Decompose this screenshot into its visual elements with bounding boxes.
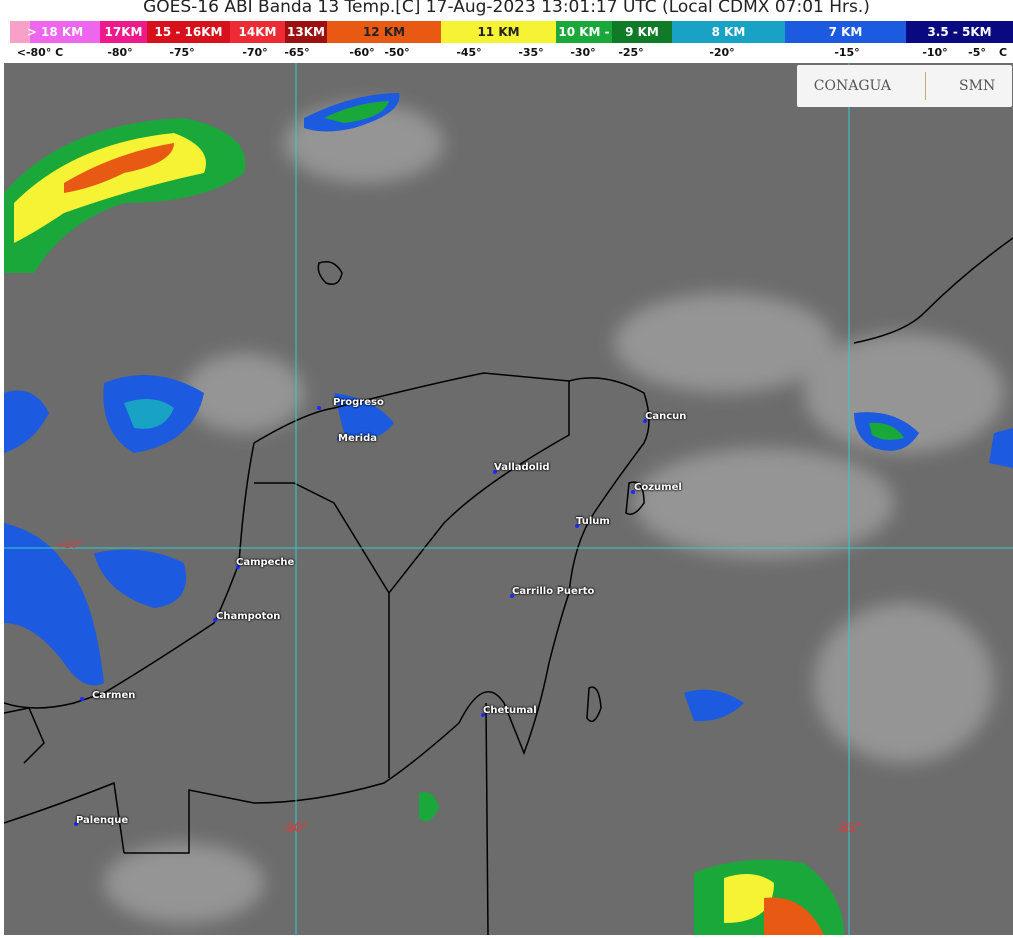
city-marker <box>643 419 647 423</box>
city-marker <box>510 594 514 598</box>
temp-label: -30° <box>570 46 596 59</box>
city-marker <box>337 437 341 441</box>
city-label-tulum: Tulum <box>576 516 610 527</box>
city-marker <box>74 822 78 826</box>
color-scale-legend: > 18 KM 17KM 15 - 16KM 14KM 13KM 12 KM 1… <box>10 21 1013 43</box>
city-marker <box>236 565 240 569</box>
legend-band: 17KM <box>100 21 147 43</box>
legend-band: 7 KM <box>785 21 906 43</box>
city-label-cozumel: Cozumel <box>634 482 682 493</box>
city-label-cancun: Cancun <box>645 411 687 422</box>
temp-label: -50° <box>384 46 410 59</box>
longitude-label: -85° <box>836 821 862 835</box>
temp-label: -80° <box>107 46 133 59</box>
temp-label: -20° <box>709 46 735 59</box>
legend-band: 8 KM <box>672 21 785 43</box>
legend-band: > 18 KM <box>10 21 100 43</box>
city-label-champoton: Champoton <box>216 611 281 622</box>
city-label-campeche: Campeche <box>236 557 295 568</box>
city-marker <box>80 697 84 701</box>
legend-band: 10 KM - <box>556 21 612 43</box>
city-label-carmen: Carmen <box>92 690 136 701</box>
coastlines-borders <box>4 237 1013 935</box>
temp-label: -60° <box>349 46 375 59</box>
legend-band: 11 KM <box>441 21 556 43</box>
cold-cloud-tops <box>4 93 1013 935</box>
city-marker <box>631 490 635 494</box>
city-label-merida: Merida <box>338 433 377 444</box>
agency-logo: CONAGUA SMN <box>797 65 1012 107</box>
conagua-logo: CONAGUA <box>813 78 891 94</box>
city-label-chetumal: Chetumal <box>483 705 537 716</box>
temp-label: -35° <box>518 46 544 59</box>
satellite-map: Progreso Merida Valladolid Cancun Cozume… <box>4 63 1013 935</box>
temp-label: -10° <box>922 46 948 59</box>
map-layer <box>4 63 1013 935</box>
city-marker <box>317 406 321 410</box>
city-marker <box>481 713 485 717</box>
legend-band: 9 KM <box>612 21 672 43</box>
graticule <box>4 63 1013 935</box>
image-title: GOES-16 ABI Banda 13 Temp.[C] 17-Aug-202… <box>143 0 870 17</box>
city-label-valladolid: Valladolid <box>494 462 550 473</box>
longitude-label: -90° <box>282 821 308 835</box>
legend-band: 12 KM <box>327 21 441 43</box>
smn-logo: SMN <box>959 78 996 94</box>
temp-label: -75° <box>169 46 195 59</box>
city-label-carrillo-puerto: Carrillo Puerto <box>512 586 595 597</box>
city-label-progreso: Progreso <box>333 397 384 408</box>
temp-label: -5° <box>968 46 986 59</box>
legend-band: 3.5 - 5KM <box>906 21 1013 43</box>
city-marker <box>575 524 579 528</box>
temp-label: -25° <box>618 46 644 59</box>
city-marker <box>213 618 217 622</box>
temp-label: -45° <box>456 46 482 59</box>
temp-label: -65° <box>284 46 310 59</box>
legend-band: 14KM <box>230 21 285 43</box>
city-marker <box>493 470 497 474</box>
temp-label: <-80° C <box>16 46 64 59</box>
temp-label: -70° <box>242 46 268 59</box>
latitude-label: +20° <box>56 540 83 551</box>
legend-band: 13KM <box>285 21 327 43</box>
temp-label: C <box>998 46 1008 59</box>
legend-band: 15 - 16KM <box>147 21 230 43</box>
temp-label: -15° <box>834 46 860 59</box>
city-label-palenque: Palenque <box>76 815 129 826</box>
